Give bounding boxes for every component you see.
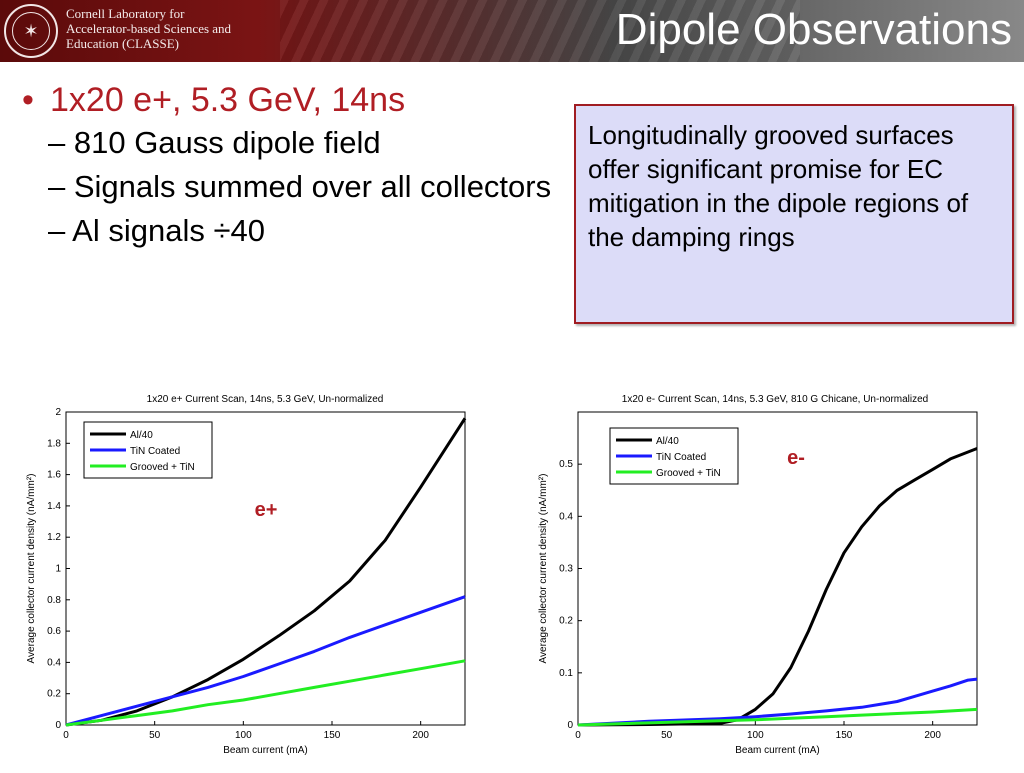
- org-line: Cornell Laboratory for: [66, 6, 185, 21]
- y-tick-label: 0: [567, 720, 573, 731]
- y-tick-label: 0.3: [559, 564, 573, 575]
- legend-label: Al/40: [656, 436, 679, 447]
- sub-bullet-text: 810 Gauss dipole field: [73, 125, 381, 160]
- chart-svg: 1x20 e- Current Scan, 14ns, 5.3 GeV, 810…: [538, 394, 978, 756]
- y-tick-label: 0.4: [559, 511, 573, 522]
- organization-name: Cornell Laboratory for Accelerator-based…: [66, 6, 286, 51]
- y-tick-label: 0.2: [559, 616, 573, 627]
- chart-title: 1x20 e- Current Scan, 14ns, 5.3 GeV, 810…: [622, 394, 928, 405]
- sub-bullet: – 810 Gauss dipole field: [48, 125, 381, 160]
- x-tick-label: 0: [63, 730, 69, 741]
- bullet-list: • 1x20 e+, 5.3 GeV, 14ns – 810 Gauss dipo…: [22, 78, 562, 256]
- y-tick-label: 1.4: [47, 501, 61, 512]
- y-tick-label: 0.2: [47, 689, 61, 700]
- chart-annotation: e-: [787, 447, 805, 469]
- y-tick-label: 1.2: [47, 532, 61, 543]
- cornell-seal-icon: ✶: [4, 4, 58, 58]
- y-tick-label: 0.6: [47, 626, 61, 637]
- x-tick-label: 50: [661, 730, 673, 741]
- y-tick-label: 1: [55, 564, 61, 575]
- x-tick-label: 0: [575, 730, 581, 741]
- y-tick-label: 0: [55, 720, 61, 731]
- x-tick-label: 100: [235, 730, 252, 741]
- x-tick-label: 100: [747, 730, 764, 741]
- chart-positron-scan: 1x20 e+ Current Scan, 14ns, 5.3 GeV, Un-…: [0, 384, 480, 768]
- y-tick-label: 0.8: [47, 595, 61, 606]
- bullet-main-text: 1x20 e+, 5.3 GeV, 14ns: [50, 81, 406, 119]
- chart-electron-scan: 1x20 e- Current Scan, 14ns, 5.3 GeV, 810…: [512, 384, 1012, 768]
- legend-label: Grooved + TiN: [656, 468, 721, 479]
- page-title: Dipole Observations: [615, 5, 1012, 54]
- x-tick-label: 150: [836, 730, 853, 741]
- x-tick-label: 200: [412, 730, 429, 741]
- sub-bullet: – Signals summed over all collectors: [48, 169, 552, 204]
- org-line: Education (CLASSE): [66, 36, 180, 51]
- y-tick-label: 0.4: [47, 657, 61, 668]
- y-tick-label: 0.1: [559, 668, 573, 679]
- sub-bullet-text: Al signals ÷40: [72, 213, 265, 248]
- sub-bullet: – Al signals ÷40: [48, 213, 265, 248]
- chart-annotation: e+: [255, 499, 278, 521]
- x-tick-label: 50: [149, 730, 161, 741]
- series-line: [65, 659, 466, 727]
- x-tick-label: 150: [324, 730, 341, 741]
- header-banner: ✶ Cornell Laboratory for Accelerator-bas…: [0, 0, 1024, 62]
- y-tick-label: 1.6: [47, 470, 61, 481]
- chart-svg: 1x20 e+ Current Scan, 14ns, 5.3 GeV, Un-…: [26, 394, 467, 756]
- x-axis-label: Beam current (mA): [223, 745, 307, 756]
- y-tick-label: 2: [55, 407, 61, 418]
- y-axis-label: Average collector current density (nA/mm…: [538, 474, 549, 664]
- bullet-main: • 1x20 e+, 5.3 GeV, 14ns: [22, 81, 406, 119]
- legend-label: Grooved + TiN: [130, 462, 195, 473]
- callout-text: Longitudinally grooved surfaces offer si…: [588, 120, 969, 252]
- y-axis-label: Average collector current density (nA/mm…: [26, 474, 37, 664]
- series-line: [65, 417, 467, 727]
- series-line: [65, 595, 466, 727]
- series-line: [577, 707, 978, 727]
- y-tick-label: 0.5: [559, 459, 573, 470]
- x-axis-label: Beam current (mA): [735, 745, 819, 756]
- legend-label: Al/40: [130, 430, 153, 441]
- header-texture: [280, 0, 800, 62]
- y-tick-label: 1.8: [47, 438, 61, 449]
- legend-label: TiN Coated: [656, 452, 706, 463]
- series-line: [577, 677, 978, 727]
- org-line: Accelerator-based Sciences and: [66, 21, 232, 36]
- sub-bullet-text: Signals summed over all collectors: [73, 169, 552, 204]
- x-tick-label: 200: [924, 730, 941, 741]
- legend-label: TiN Coated: [130, 446, 180, 457]
- chart-title: 1x20 e+ Current Scan, 14ns, 5.3 GeV, Un-…: [147, 394, 384, 405]
- callout-box: Longitudinally grooved surfaces offer si…: [574, 104, 1014, 324]
- series-line: [577, 447, 978, 727]
